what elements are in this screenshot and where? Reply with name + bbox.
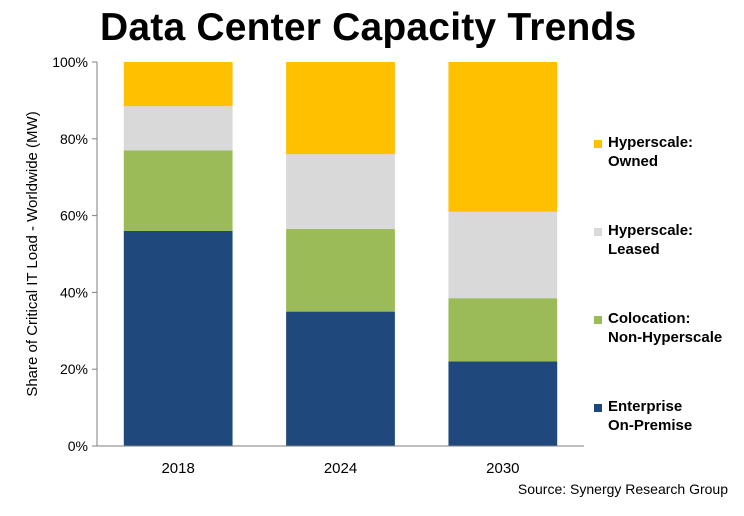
legend-label: Leased <box>608 241 660 258</box>
y-tick-label: 40% <box>60 284 88 300</box>
legend-label: On-Premise <box>608 417 692 434</box>
bar-segment-2030-hyperscale-leased <box>448 211 558 299</box>
legend-item-colocation-non-hyperscale: Colocation: Non-Hyperscale <box>594 310 722 346</box>
chart-title: Data Center Capacity Trends <box>100 6 637 49</box>
bar-segment-2024-hyperscale-owned <box>286 62 395 155</box>
bar-segment-2024-enterprise-on-premise <box>286 311 395 446</box>
source-note: Source: Synergy Research Group <box>517 481 728 497</box>
x-axis: 2018 2024 2030 <box>97 445 584 477</box>
bar-segment-2018-hyperscale-owned <box>123 62 233 107</box>
y-tick-label: 0% <box>68 438 88 454</box>
x-tick-label: 2018 <box>161 460 194 477</box>
bar-segment-2030-hyperscale-owned <box>448 62 558 212</box>
x-tick-label: 2030 <box>486 460 519 477</box>
legend-swatch <box>594 140 602 148</box>
legend-swatch <box>594 316 602 324</box>
legend-item-enterprise-on-premise: Enterprise On-Premise <box>594 398 692 434</box>
y-axis-title: Share of Critical IT Load - Worldwide (M… <box>24 111 41 396</box>
legend-label: Colocation: <box>608 310 691 327</box>
legend-label: Owned <box>608 153 658 170</box>
x-tick-label: 2024 <box>324 460 357 477</box>
y-tick-label: 20% <box>60 361 88 377</box>
legend-item-hyperscale-leased: Hyperscale: Leased <box>594 222 693 258</box>
y-tick-label: 100% <box>52 54 88 70</box>
bar-segment-2018-colocation-non-hyperscale <box>123 150 233 231</box>
legend-label: Non-Hyperscale <box>608 329 722 346</box>
legend-item-hyperscale-owned: Hyperscale: Owned <box>594 134 693 170</box>
bar-segment-2024-colocation-non-hyperscale <box>286 229 395 312</box>
bar-segment-2018-enterprise-on-premise <box>123 230 233 446</box>
legend-swatch <box>594 228 602 236</box>
bar-segment-2030-colocation-non-hyperscale <box>448 298 558 362</box>
legend-label: Enterprise <box>608 398 682 415</box>
bars <box>123 62 558 446</box>
bar-segment-2024-hyperscale-leased <box>286 154 395 230</box>
bar-segment-2018-hyperscale-leased <box>123 106 233 151</box>
legend-label: Hyperscale: <box>608 134 693 151</box>
legend: Hyperscale: Owned Hyperscale: Leased Colocat… <box>594 134 722 434</box>
y-tick-label: 60% <box>60 208 88 224</box>
y-axis: 0% 20% 40% 60% 80% 100% <box>52 54 98 454</box>
y-tick-label: 80% <box>60 131 88 147</box>
bar-segment-2030-enterprise-on-premise <box>448 361 558 446</box>
legend-label: Hyperscale: <box>608 222 693 239</box>
legend-swatch <box>594 404 602 412</box>
